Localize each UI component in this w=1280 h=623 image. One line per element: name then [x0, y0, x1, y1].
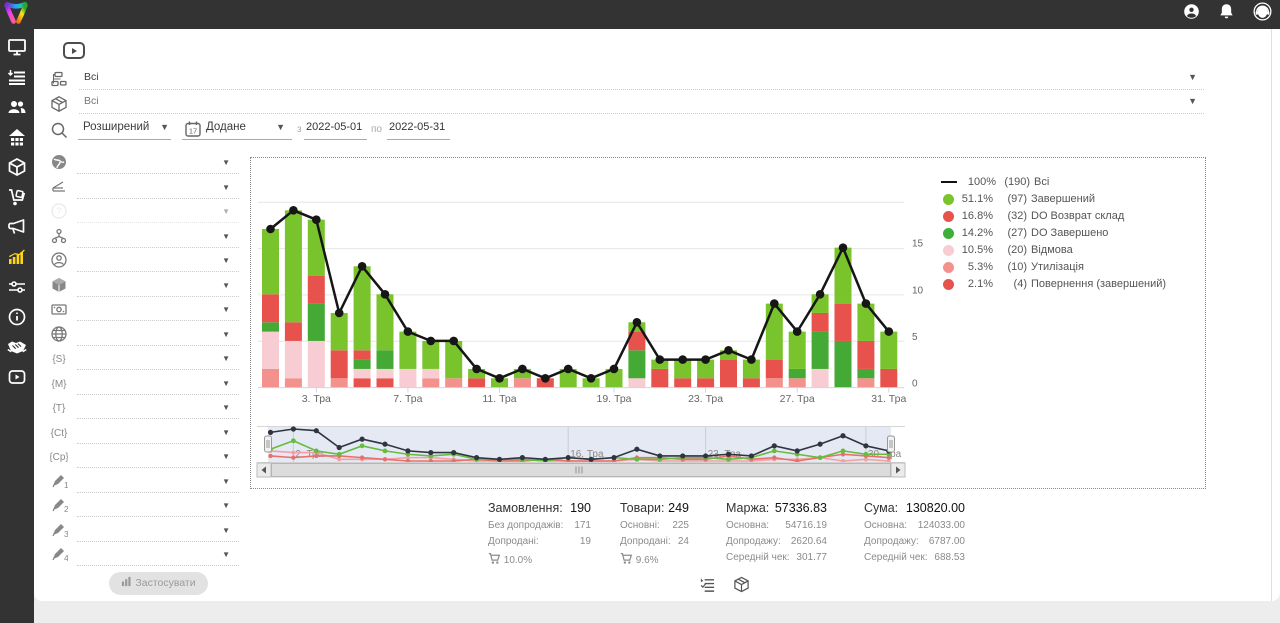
svg-text:31. Тра: 31. Тра	[871, 393, 906, 405]
svg-text:2. Тра: 2. Тра	[295, 449, 323, 460]
svg-text:{Ct}: {Ct}	[51, 428, 68, 439]
svg-text:15: 15	[912, 239, 924, 250]
svg-text:3. Тра: 3. Тра	[302, 393, 331, 405]
svg-text:19. Тра: 19. Тра	[596, 393, 631, 405]
svg-text:4: 4	[64, 553, 68, 563]
svg-text:0: 0	[912, 379, 918, 390]
svg-text:5: 5	[912, 332, 918, 343]
svg-text:17: 17	[189, 127, 197, 136]
svg-text:{T}: {T}	[53, 403, 66, 414]
svg-text:16. Тра: 16. Тра	[570, 449, 604, 460]
svg-text:27. Тра: 27. Тра	[780, 393, 815, 405]
svg-text:1: 1	[64, 480, 68, 490]
svg-text:{Cp}: {Cp}	[50, 452, 68, 463]
svg-text:11. Тра: 11. Тра	[482, 393, 516, 405]
svg-text:?: ?	[56, 207, 62, 218]
svg-text:10: 10	[912, 285, 924, 296]
svg-text:7. Тра: 7. Тра	[393, 393, 422, 405]
svg-text:{M}: {M}	[51, 379, 67, 390]
svg-text:3: 3	[64, 529, 68, 539]
svg-text:23. Тра: 23. Тра	[688, 393, 723, 405]
svg-text:2: 2	[64, 504, 68, 514]
svg-text:{S}: {S}	[52, 354, 66, 365]
